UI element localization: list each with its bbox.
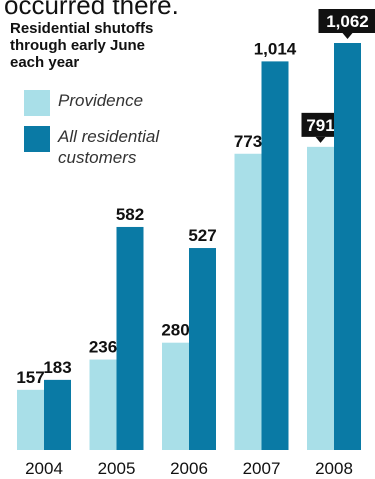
data-label-bg-2008-series-0 [301,112,340,137]
bar-2007-series-0 [234,153,262,451]
data-label-2004-series-1: 183 [43,358,71,377]
data-label-pointer-2008-series-1 [342,33,353,39]
data-label-2007-series-1: 1,014 [254,39,297,58]
x-tick-label-2004: 2004 [25,459,63,478]
data-label-2006-series-1: 527 [188,226,216,245]
legend-item-all-residential: All residential customers [24,126,178,168]
data-label-2004-series-0: 157 [16,368,44,387]
x-tick-label-2007: 2007 [243,459,281,478]
bar-2006-series-0 [162,342,189,450]
bar-2006-series-1 [189,248,216,450]
legend-label-providence: Providence [58,91,144,110]
legend-swatch-all-residential [24,126,50,152]
x-tick-label-2006: 2006 [170,459,208,478]
x-tick-label-2005: 2005 [98,459,136,478]
bar-2005-series-1 [116,226,144,450]
x-tick-label-2008: 2008 [315,459,353,478]
bar-2004-series-0 [17,389,44,450]
legend-label-all-residential: All residential customers [58,127,160,167]
chart-subtitle: Residential shutoffs through early June … [10,20,154,71]
data-label-2008-series-0: 791 [306,116,334,135]
data-label-2006-series-0: 280 [161,321,189,340]
clipped-intro-text: occurred there. [4,0,179,20]
data-label-2005-series-0: 236 [89,338,117,357]
bar-2004-series-1 [44,379,71,450]
legend-item-providence: Providence [24,90,178,116]
bar-2008-series-0 [307,146,334,450]
bar-2007-series-1 [261,61,289,451]
data-label-2007-series-0: 773 [234,132,262,151]
data-label-pointer-2008-series-0 [315,136,326,143]
data-label-bg-2008-series-1 [318,9,375,33]
legend-swatch-providence [24,90,50,116]
bar-2008-series-1 [334,43,361,450]
data-label-2008-series-1: 1,062 [326,12,369,31]
bar-2005-series-0 [89,359,117,450]
data-label-2005-series-1: 582 [116,205,144,224]
